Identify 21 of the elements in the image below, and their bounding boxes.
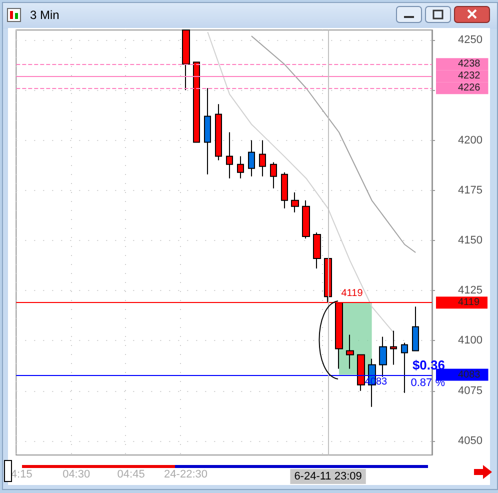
ref-line-label: 4083 (458, 369, 481, 380)
chart-title: 3 Min (30, 8, 60, 22)
x-tick-label: 4:15 (10, 468, 32, 480)
ref-line-label: 4119 (458, 297, 480, 308)
y-tick-label: 4100 (458, 334, 482, 347)
y-tick-label: 4150 (458, 234, 482, 246)
annotation: $0.36 (412, 357, 445, 372)
x-tick-label: 04:45 (117, 468, 145, 480)
y-tick-label: 4075 (458, 384, 482, 397)
y-tick-label: 4200 (458, 134, 482, 146)
x-tick-label: 24-22:30 (164, 468, 208, 480)
y-tick-label: 4175 (458, 184, 482, 196)
x-tick-label: 04:30 (62, 468, 90, 480)
ref-line-label: 4226 (458, 82, 481, 94)
y-tick-label: 4050 (458, 434, 482, 447)
y-tick-label: 4125 (458, 284, 482, 297)
ref-line-label: 4232 (458, 70, 481, 82)
x-tick-label: 6-24-11 23:09 (294, 470, 362, 482)
annotation: 4119 (341, 288, 364, 300)
y-tick-label: 4250 (458, 34, 482, 46)
ref-line-label: 4238 (458, 58, 481, 70)
